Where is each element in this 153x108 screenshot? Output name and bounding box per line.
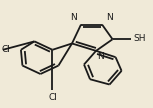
Text: Cl: Cl	[48, 93, 57, 102]
Text: N: N	[106, 13, 113, 22]
Text: N: N	[97, 52, 104, 61]
Text: Cl: Cl	[1, 45, 10, 54]
Text: N: N	[70, 13, 76, 22]
Text: SH: SH	[134, 34, 146, 43]
